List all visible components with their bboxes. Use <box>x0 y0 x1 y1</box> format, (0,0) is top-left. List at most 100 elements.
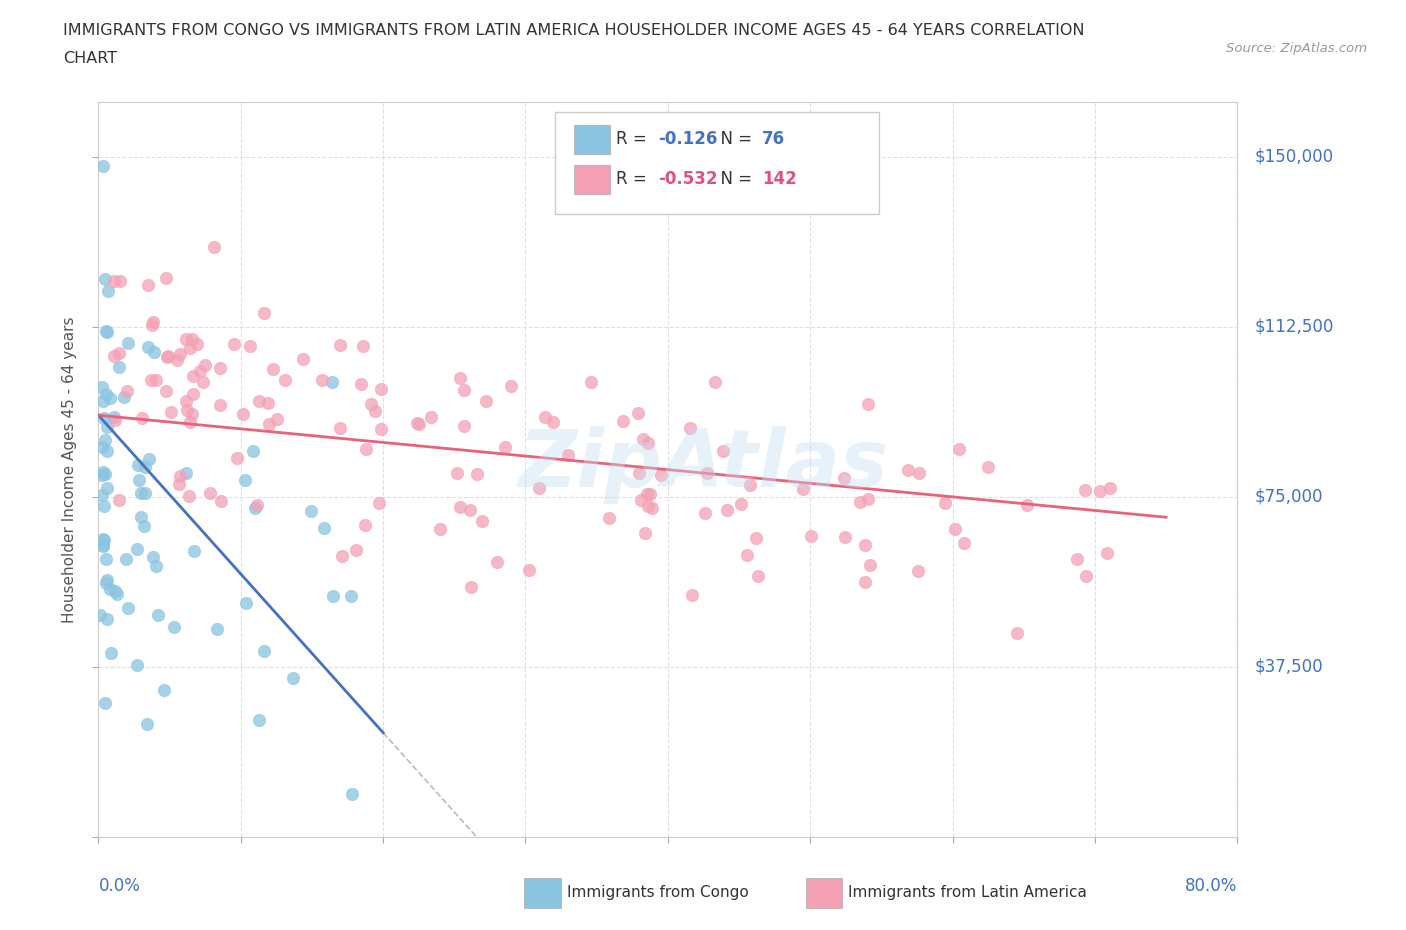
Point <box>704 375 727 390</box>
Point <box>350 377 373 392</box>
Point <box>340 588 363 603</box>
Point <box>253 305 276 320</box>
Point <box>474 393 496 408</box>
Point <box>96 387 118 402</box>
Point <box>105 587 128 602</box>
Point <box>321 375 343 390</box>
Point <box>543 415 565 430</box>
Point <box>1088 484 1111 498</box>
Point <box>117 336 139 351</box>
Point <box>93 158 115 173</box>
Point <box>94 272 117 286</box>
Point <box>127 541 149 556</box>
Point <box>139 373 162 388</box>
Point <box>233 472 256 487</box>
Point <box>329 338 352 352</box>
Point <box>527 480 550 495</box>
Point <box>856 397 879 412</box>
Point <box>138 452 160 467</box>
Point <box>631 432 654 446</box>
Point <box>96 325 118 339</box>
Point <box>225 450 247 465</box>
Point <box>832 471 855 485</box>
Point <box>191 375 214 390</box>
Point <box>115 383 138 398</box>
Point <box>179 415 201 430</box>
Point <box>91 487 114 502</box>
Point <box>163 620 186 635</box>
Point <box>104 413 127 428</box>
Point <box>176 403 198 418</box>
Text: R =: R = <box>616 130 652 149</box>
Point <box>209 361 232 376</box>
Point <box>103 348 125 363</box>
Point <box>94 433 117 448</box>
Text: Source: ZipAtlas.com: Source: ZipAtlas.com <box>1226 42 1367 55</box>
Point <box>108 359 131 374</box>
Point <box>907 564 929 578</box>
Text: N =: N = <box>710 170 758 189</box>
Point <box>360 397 382 412</box>
Point <box>93 464 115 479</box>
Point <box>108 346 131 361</box>
Point <box>738 478 761 493</box>
Point <box>145 559 167 574</box>
Text: ZipAtlas: ZipAtlas <box>517 426 889 504</box>
Point <box>897 462 920 477</box>
Point <box>188 364 211 379</box>
Point <box>155 271 177 286</box>
Point <box>245 500 267 515</box>
Point <box>242 444 264 458</box>
Point <box>612 414 634 429</box>
Point <box>1015 497 1038 512</box>
Point <box>446 466 468 481</box>
Point <box>747 568 769 583</box>
Point <box>627 405 650 420</box>
Point <box>853 538 876 552</box>
Point <box>329 420 352 435</box>
Point <box>180 332 202 347</box>
Point <box>96 444 118 458</box>
Point <box>322 589 344 604</box>
Point <box>205 621 228 636</box>
Point <box>96 420 118 435</box>
Point <box>579 374 602 389</box>
Point <box>711 444 734 458</box>
Point <box>465 467 488 482</box>
Point <box>848 495 870 510</box>
Text: -0.126: -0.126 <box>658 130 717 149</box>
Text: 80.0%: 80.0% <box>1185 877 1237 896</box>
Point <box>257 395 280 410</box>
Text: N =: N = <box>710 130 758 149</box>
Point <box>91 538 114 553</box>
Point <box>283 671 305 685</box>
Point <box>103 273 125 288</box>
Point <box>93 533 115 548</box>
Point <box>449 370 471 385</box>
Point <box>634 525 657 540</box>
Point <box>91 532 114 547</box>
Point <box>169 346 191 361</box>
Point <box>136 277 159 292</box>
Point <box>247 393 270 408</box>
Point <box>1066 551 1088 566</box>
Point <box>934 496 956 511</box>
Point <box>117 600 139 615</box>
Point <box>141 317 163 332</box>
Point <box>91 538 114 552</box>
Point <box>1099 480 1122 495</box>
Point <box>834 529 856 544</box>
Point <box>253 644 276 658</box>
Point <box>110 274 132 289</box>
Point <box>134 485 156 500</box>
Point <box>174 331 197 346</box>
Point <box>344 542 367 557</box>
Point <box>202 239 225 254</box>
Text: $112,500: $112,500 <box>1254 318 1334 336</box>
Point <box>103 409 125 424</box>
Point <box>129 510 152 525</box>
Text: $150,000: $150,000 <box>1254 148 1333 166</box>
Point <box>453 418 475 433</box>
Point <box>368 496 391 511</box>
Point <box>186 337 208 352</box>
